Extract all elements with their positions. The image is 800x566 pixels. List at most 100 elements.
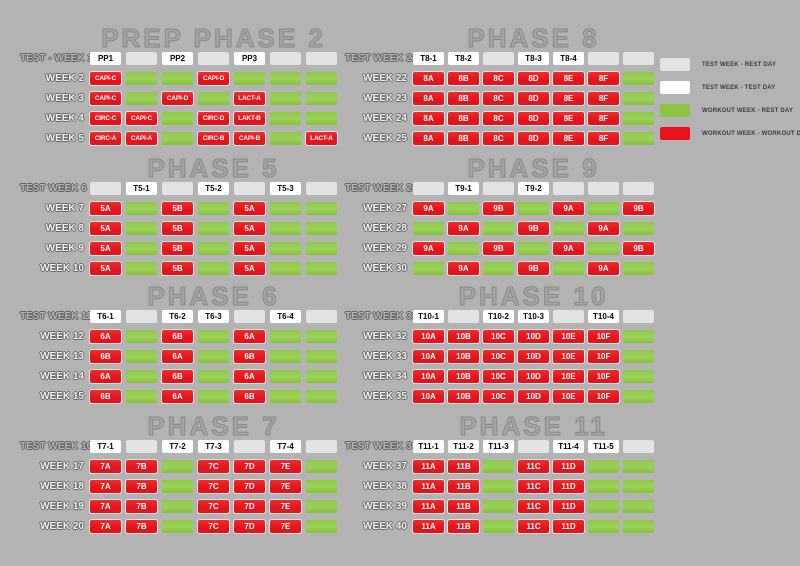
rest-day-cell [588,500,619,513]
test-day-cell: T6-3 [198,310,229,323]
rest-day-cell [518,202,549,215]
test-rest-day-cell [234,440,265,453]
rest-day-cell [126,92,157,105]
workout-day-cell: 6A [90,330,121,343]
rest-day-cell [306,500,337,513]
day-cells: 7A 7B 7C 7D 7E [90,520,337,533]
day-cells: 9A 9B 9A 9B [413,242,654,255]
rest-day-cell [198,350,229,363]
test-rest-day-cell [588,182,619,195]
rest-day-cell [198,92,229,105]
rest-day-cell [588,480,619,493]
week-label: WEEK 39 [363,501,407,512]
workout-day-cell: 11B [448,520,479,533]
rest-day-cell [126,370,157,383]
legend-item-workout-day: WORKOUT WEEK - WORKOUT DAY [660,127,800,140]
workout-week-row: WEEK 32 10A 10B 10C 10D 10E 10F [345,330,654,343]
workout-week-row: WEEK 13 6B 6A 6B [20,350,337,363]
workout-week-row: WEEK 4 CIRC-C CAPI-C CIRC-D LAKT-B [20,112,337,125]
workout-rest-swatch [660,104,690,117]
workout-day-cell: 11A [413,460,444,473]
workout-day-cell: 9B [518,262,549,275]
workout-day-cell: 8B [448,92,479,105]
workout-day-cell: 10D [518,390,549,403]
test-rest-day-cell [483,52,514,65]
test-rest-swatch [660,58,690,71]
test-day-cell: T7-4 [270,440,301,453]
week-label: WEEK 5 [45,133,84,144]
rest-day-cell [270,92,301,105]
rest-day-cell [270,350,301,363]
day-cells: 11A 11B 11C 11D [413,460,654,473]
week-label: WEEK 30 [363,263,407,274]
test-rest-day-cell [623,52,654,65]
workout-day-cell: 7A [90,460,121,473]
test-day-cell: T8-4 [553,52,584,65]
week-label: WEEK 24 [363,113,407,124]
workout-day-cell: 7D [234,500,265,513]
workout-day-cell: CAPI-C [126,112,157,125]
rest-day-cell [448,202,479,215]
rest-day-cell [623,132,654,145]
rest-day-cell [270,262,301,275]
workout-day-cell: 7E [270,500,301,513]
rest-day-cell [306,242,337,255]
workout-day-cell: 7B [126,500,157,513]
workout-day-cell: 11B [448,480,479,493]
day-cells: 8A 8B 8C 8D 8E 8F [413,112,654,125]
rest-day-cell [306,72,337,85]
day-cells: T11-1 T11-2 T11-3 T11-4 T11-5 [413,440,654,453]
test-rest-day-cell [553,310,584,323]
workout-day-cell: 8B [448,72,479,85]
phase-block-phase-8: PHASE 8 TEST WEEK 21 T8-1 T8-2 T8-3 T8-4 WEEK … [345,24,654,152]
workout-week-row: WEEK 24 8A 8B 8C 8D 8E 8F [345,112,654,125]
day-cells: 7A 7B 7C 7D 7E [90,460,337,473]
workout-day-cell: 6B [90,390,121,403]
test-rest-day-cell [162,182,193,195]
workout-week-row: WEEK 28 9A 9B 9A [345,222,654,235]
phase-title: PHASE 7 [147,411,280,441]
test-rest-day-cell [623,310,654,323]
workout-week-row: WEEK 25 8A 8B 8C 8D 8E 8F [345,132,654,145]
workout-week-row: WEEK 17 7A 7B 7C 7D 7E [20,460,337,473]
day-cells: 6B 6A 6B [90,350,337,363]
week-label: WEEK 37 [363,461,407,472]
day-cells: T7-1 T7-2 T7-3 T7-4 [90,440,337,453]
workout-day-cell: 7C [198,520,229,533]
test-day-cell: PP2 [162,52,193,65]
test-week-row: TEST WEEK 31 T10-1 T10-2 T10-3 T10-4 [345,310,654,323]
day-cells: T9-1 T9-2 [413,182,654,195]
workout-day-cell: 6B [162,370,193,383]
week-label: WEEK 9 [45,243,84,254]
rest-day-cell [306,92,337,105]
week-label: WEEK 25 [363,133,407,144]
week-label: WEEK 13 [40,351,84,362]
week-label: WEEK 17 [40,461,84,472]
test-rest-day-cell [623,182,654,195]
workout-week-row: WEEK 5 CIRC-A CAPI-A CIRC-B CAPI-B LACT-A [20,132,337,145]
rest-day-cell [198,262,229,275]
test-week-label: TEST WEEK 11 [20,311,92,322]
workout-day-cell: 10C [483,330,514,343]
workout-day-cell: 8A [413,72,444,85]
workout-day-cell: 7E [270,520,301,533]
day-cells: T5-1 T5-2 T5-3 [90,182,337,195]
test-day-cell: T8-1 [413,52,444,65]
test-rest-day-cell [126,52,157,65]
workout-day-cell: 9B [483,242,514,255]
test-week-label: TEST WEEK 16 [20,441,93,452]
workout-week-row: WEEK 14 6A 6B 6A [20,370,337,383]
rest-day-cell [483,500,514,513]
test-day-cell: T6-4 [270,310,301,323]
phase-title: PHASE 9 [467,153,600,183]
test-day-cell: T5-1 [126,182,157,195]
workout-day-cell: 11D [553,480,584,493]
workout-day-cell: CAPI-C [90,72,121,85]
workout-day-cell: 10E [553,330,584,343]
day-cells: 5A 5B 5A [90,242,337,255]
workout-day-cell: 11C [518,500,549,513]
rest-day-cell [270,202,301,215]
rest-day-cell [270,242,301,255]
day-cells: 5A 5B 5A [90,202,337,215]
